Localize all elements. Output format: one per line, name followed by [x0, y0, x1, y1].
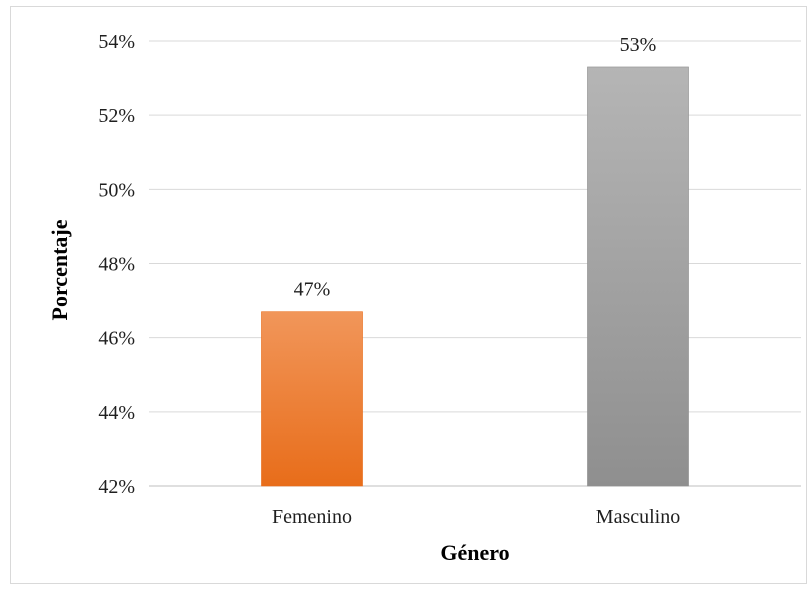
y-axis-title: Porcentaje [47, 219, 72, 320]
x-axis-ticks: Femenino Masculino [272, 506, 680, 528]
y-tick-label: 54% [98, 31, 135, 53]
x-tick-label-masculino: Masculino [596, 506, 680, 528]
y-tick-label: 48% [98, 254, 135, 276]
bars: 47% 53% [261, 34, 689, 487]
y-tick-label: 52% [98, 105, 135, 127]
gridlines [149, 40, 801, 487]
bar-femenino [261, 311, 363, 487]
bar-masculino [587, 66, 689, 487]
y-tick-label: 46% [98, 328, 135, 350]
y-tick-label: 44% [98, 402, 135, 424]
y-tick-label: 42% [98, 476, 135, 498]
chart-frame: 42% 44% 46% 48% 50% 52% 54% 47% 53% Femenino Mas… [10, 6, 807, 584]
x-axis-title: Género [440, 540, 509, 565]
y-axis-ticks: 42% 44% 46% 48% 50% 52% 54% [98, 31, 135, 498]
y-tick-label: 50% [98, 179, 135, 201]
bar-chart: 42% 44% 46% 48% 50% 52% 54% 47% 53% Femenino Mas… [47, 31, 801, 565]
x-tick-label-femenino: Femenino [272, 506, 352, 528]
data-label-femenino: 47% [294, 279, 331, 301]
data-label-masculino: 53% [620, 34, 657, 56]
